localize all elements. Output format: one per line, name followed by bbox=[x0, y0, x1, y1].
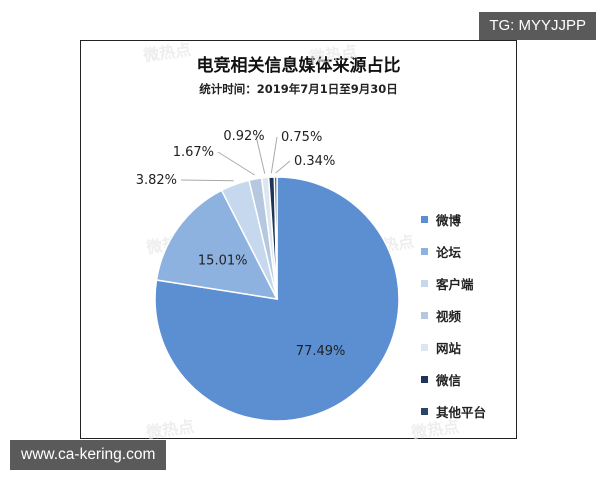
chart-subtitle: 统计时间：2019年7月1日至9月30日 bbox=[199, 82, 398, 96]
slice-label: 3.82% bbox=[136, 173, 177, 188]
slice-label: 77.49% bbox=[296, 344, 346, 359]
legend-swatch bbox=[421, 279, 428, 287]
chart-title: 电竞相关信息媒体来源占比 bbox=[196, 56, 401, 76]
legend-swatch bbox=[421, 343, 428, 351]
slice-label: 0.92% bbox=[223, 129, 264, 144]
legend-swatch bbox=[421, 375, 428, 383]
top-right-tag: TG: MYYJJPP bbox=[479, 12, 596, 40]
legend-swatch bbox=[421, 215, 428, 223]
legend-swatch bbox=[421, 407, 428, 415]
legend-item-video: 视频 bbox=[421, 299, 486, 331]
pie-slice bbox=[155, 189, 279, 300]
legend-item-wechat: 微信 bbox=[421, 363, 486, 395]
pie-slice bbox=[273, 176, 278, 300]
legend-swatch bbox=[421, 311, 428, 319]
legend-item-weibo: 微博 bbox=[421, 203, 486, 235]
chart-legend: 微博 论坛 客户端 视频 网站 微信 其他平台 bbox=[421, 203, 486, 427]
legend-item-website: 网站 bbox=[421, 331, 486, 363]
slice-label: 0.75% bbox=[281, 130, 322, 145]
legend-item-client: 客户端 bbox=[421, 267, 486, 299]
site-url-tag[interactable]: www.ca-kering.com bbox=[10, 440, 167, 470]
legend-item-forum: 论坛 bbox=[421, 235, 486, 267]
slice-label: 0.34% bbox=[294, 154, 335, 169]
slice-label: 15.01% bbox=[198, 254, 248, 269]
slice-label: 1.67% bbox=[173, 145, 214, 160]
chart-frame: 电竞相关信息媒体来源占比 统计时间：2019年7月1日至9月30日 微热点 微热… bbox=[80, 40, 517, 442]
legend-item-other: 其他平台 bbox=[421, 395, 486, 427]
pie-chart: 77.49% 15.01% 3.82% 1.67% 0.92% 0.75% 0.34% bbox=[136, 129, 400, 422]
legend-swatch bbox=[421, 247, 428, 255]
